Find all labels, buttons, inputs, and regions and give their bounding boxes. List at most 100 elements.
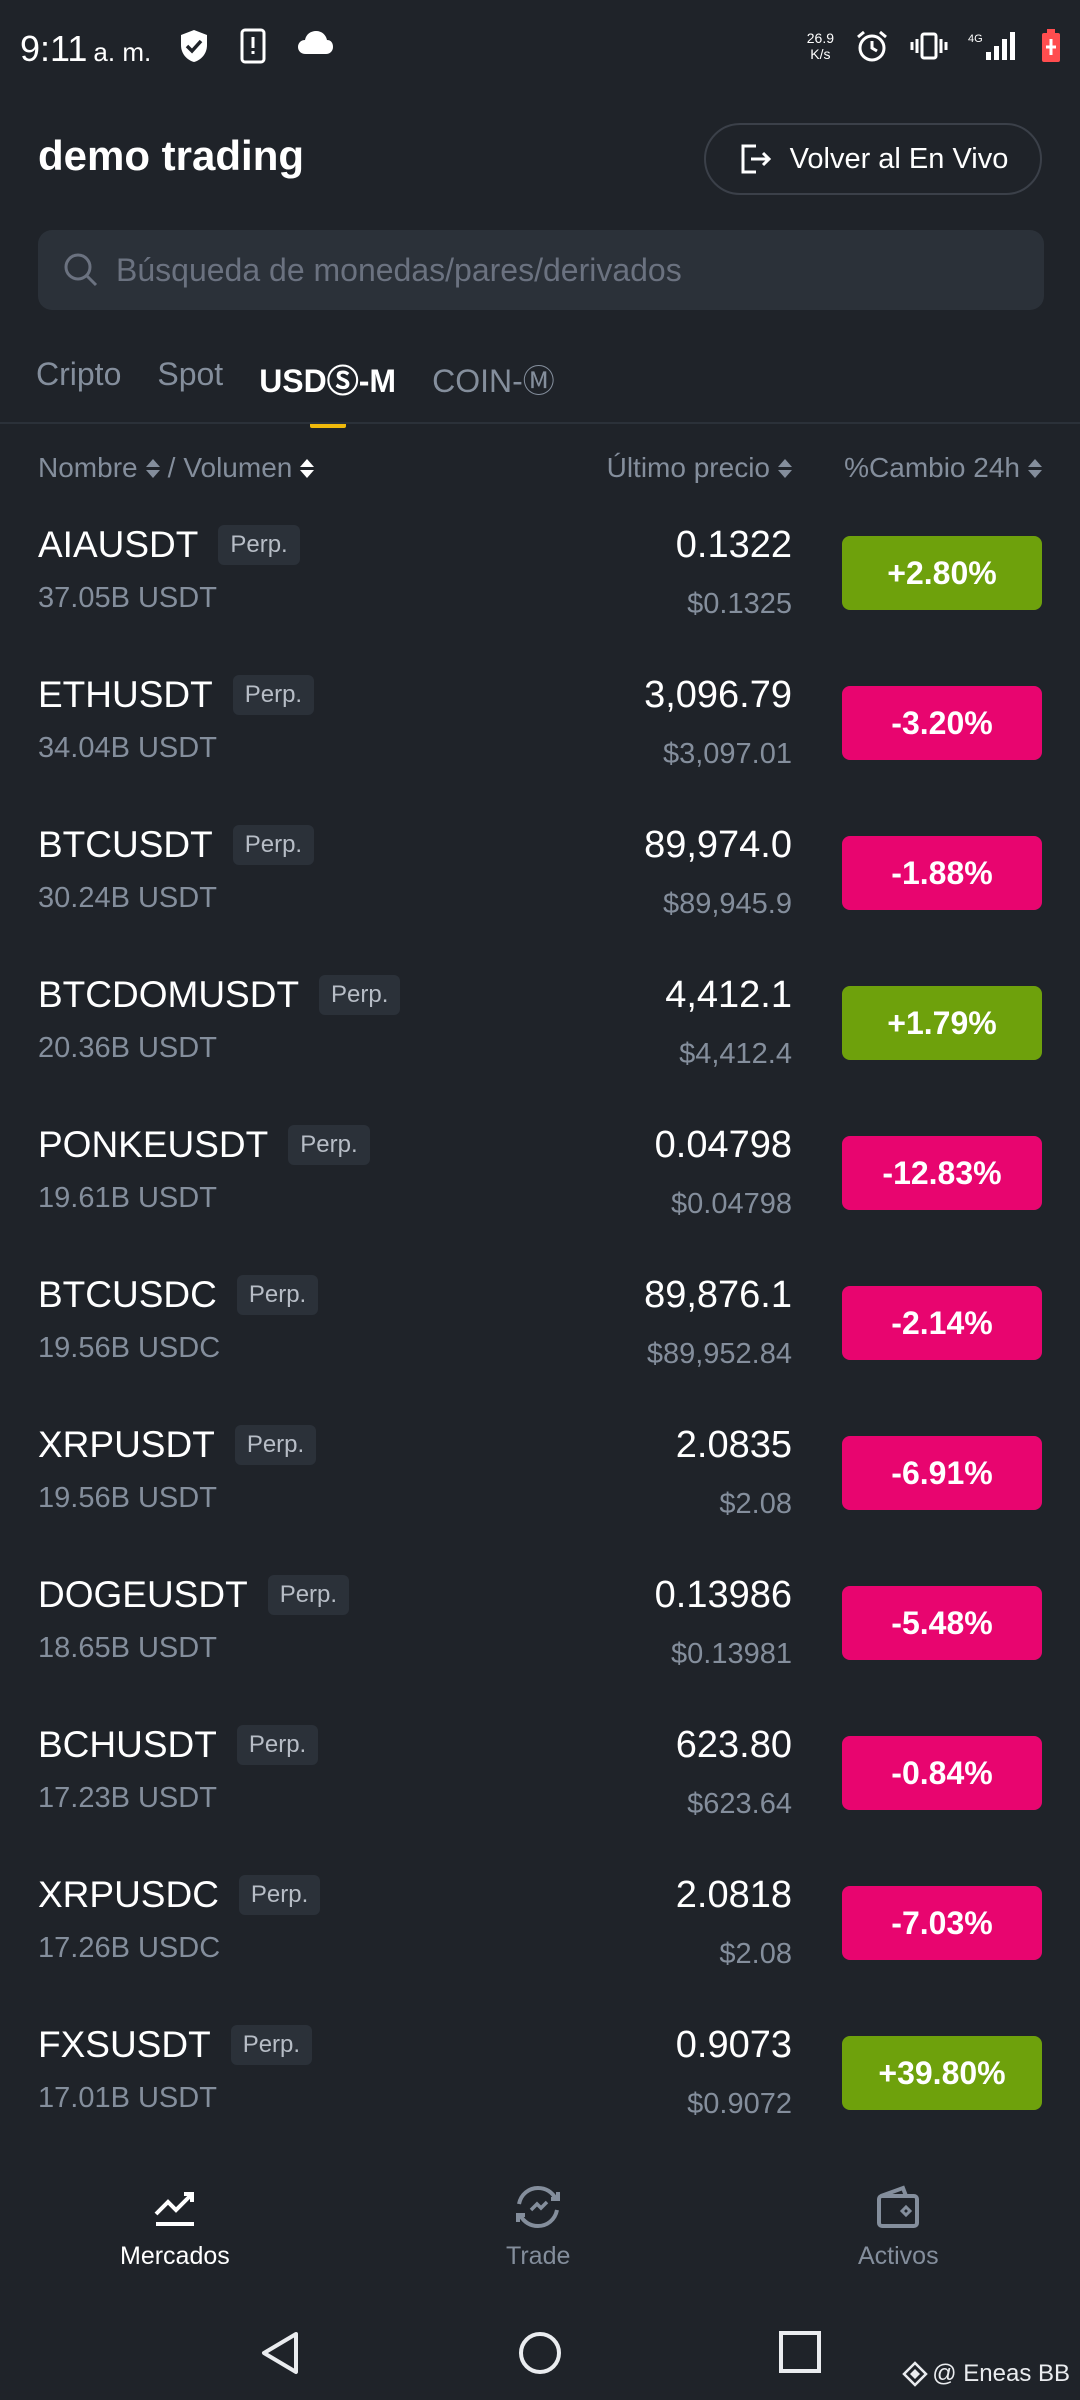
back-to-live-button[interactable]: Volver al En Vivo: [704, 123, 1042, 195]
nav-activos[interactable]: Activos: [858, 2182, 939, 2271]
row-symbol: XRPUSDT: [38, 1424, 215, 1465]
watermark-text: @ Eneas BB: [932, 2360, 1070, 2387]
perp-badge: Perp.: [238, 1875, 321, 1915]
alarm-icon: [857, 30, 887, 62]
bottom-nav: Mercados Trade Activos: [0, 2160, 1080, 2290]
table-row[interactable]: BTCUSDT Perp. 30.24B USDT 89,974.0 $89,9…: [0, 810, 1080, 960]
status-bar: 9:11 a. m. 26.9 K/s 4G: [0, 0, 1080, 100]
sort-name-icon[interactable]: [145, 458, 160, 478]
change-badge[interactable]: -0.84%: [842, 1736, 1042, 1810]
search-icon: [64, 253, 98, 287]
status-time-value: 9:11: [20, 28, 88, 69]
row-fiat-price: $0.04798: [671, 1188, 792, 1220]
row-price: 89,876.1: [644, 1274, 792, 1316]
nav-mercados-label: Mercados: [120, 2242, 230, 2270]
symbol-line: FXSUSDT Perp.: [38, 2024, 313, 2066]
row-fiat-price: $0.1325: [687, 588, 792, 620]
symbol-line: XRPUSDC Perp.: [38, 1874, 321, 1916]
row-volume: 17.23B USDT: [38, 1782, 217, 1814]
search-input[interactable]: [114, 250, 1018, 290]
row-price: 0.04798: [654, 1124, 792, 1166]
recents-square-icon[interactable]: [778, 2330, 822, 2374]
table-row[interactable]: XRPUSDC Perp. 17.26B USDC 2.0818 $2.08 -…: [0, 1860, 1080, 2010]
row-fiat-price: $4,412.4: [679, 1038, 792, 1070]
network-speed-value: 26.9: [806, 30, 834, 46]
row-fiat-price: $623.64: [687, 1788, 792, 1820]
diamond-logo-icon: [902, 2361, 929, 2387]
row-volume: 18.65B USDT: [38, 1632, 217, 1664]
symbol-line: BTCUSDC Perp.: [38, 1274, 319, 1316]
back-triangle-icon[interactable]: [258, 2330, 302, 2376]
sort-change-icon[interactable]: [1028, 458, 1042, 478]
nav-mercados[interactable]: Mercados: [120, 2182, 230, 2271]
row-price: 0.1322: [675, 524, 792, 566]
change-badge[interactable]: -6.91%: [842, 1436, 1042, 1510]
exit-icon: [741, 144, 771, 174]
sort-volume-label[interactable]: Volumen: [183, 452, 293, 483]
name-volume-sort: Nombre / Volumen: [38, 452, 315, 484]
tab-usds-m[interactable]: USDⓈ-M: [259, 356, 396, 428]
change-badge[interactable]: +1.79%: [842, 986, 1042, 1060]
change-badge[interactable]: +2.80%: [842, 536, 1042, 610]
row-price: 0.9073: [675, 2024, 792, 2066]
table-row[interactable]: BTCUSDC Perp. 19.56B USDC 89,876.1 $89,9…: [0, 1260, 1080, 1410]
change-badge[interactable]: -5.48%: [842, 1586, 1042, 1660]
table-row[interactable]: PONKEUSDT Perp. 19.61B USDT 0.04798 $0.0…: [0, 1110, 1080, 1260]
tab-spot[interactable]: Spot: [157, 356, 224, 392]
home-circle-icon[interactable]: [517, 2330, 563, 2376]
market-list: AIAUSDT Perp. 37.05B USDT 0.1322 $0.1325…: [0, 510, 1080, 2160]
symbol-line: BTCDOMUSDT Perp.: [38, 974, 401, 1016]
nav-trade[interactable]: Trade: [506, 2182, 570, 2271]
phone-alert-icon: [240, 28, 266, 64]
symbol-line: DOGEUSDT Perp.: [38, 1574, 350, 1616]
search-bar[interactable]: [38, 230, 1044, 310]
change-badge[interactable]: +39.80%: [842, 2036, 1042, 2110]
row-volume: 17.01B USDT: [38, 2082, 217, 2114]
perp-badge: Perp.: [218, 525, 300, 565]
trade-swap-icon: [516, 2185, 561, 2229]
perp-badge: Perp.: [230, 2025, 313, 2065]
table-row[interactable]: FXSUSDT Perp. 17.01B USDT 0.9073 $0.9072…: [0, 2010, 1080, 2160]
table-row[interactable]: ETHUSDT Perp. 34.04B USDT 3,096.79 $3,09…: [0, 660, 1080, 810]
table-row[interactable]: BCHUSDT Perp. 17.23B USDT 623.80 $623.64…: [0, 1710, 1080, 1860]
change-badge[interactable]: -12.83%: [842, 1136, 1042, 1210]
back-to-live-label: Volver al En Vivo: [789, 142, 1009, 175]
last-price-sort[interactable]: Último precio: [607, 452, 792, 484]
watermark: @ Eneas BB: [902, 2360, 1070, 2388]
column-separator: /: [167, 452, 176, 483]
row-symbol: PONKEUSDT: [38, 1124, 269, 1165]
network-speed-unit: K/s: [810, 46, 831, 62]
nav-activos-label: Activos: [858, 2242, 939, 2270]
perp-badge: Perp.: [236, 1725, 319, 1765]
table-row[interactable]: BTCDOMUSDT Perp. 20.36B USDT 4,412.1 $4,…: [0, 960, 1080, 1110]
chart-line-icon: [154, 2192, 194, 2226]
sort-price-icon[interactable]: [778, 458, 792, 478]
sort-volume-icon[interactable]: [300, 458, 315, 478]
row-symbol: AIAUSDT: [38, 524, 199, 565]
row-volume: 34.04B USDT: [38, 732, 217, 764]
row-price: 623.80: [675, 1724, 792, 1766]
perp-badge: Perp.: [288, 1125, 370, 1165]
row-symbol: FXSUSDT: [38, 2024, 211, 2065]
nav-trade-label: Trade: [506, 2242, 571, 2270]
change-badge[interactable]: -7.03%: [842, 1886, 1042, 1960]
row-volume: 19.56B USDT: [38, 1482, 217, 1514]
row-fiat-price: $0.13981: [671, 1638, 792, 1670]
table-row[interactable]: XRPUSDT Perp. 19.56B USDT 2.0835 $2.08 -…: [0, 1410, 1080, 1560]
change-badge[interactable]: -2.14%: [842, 1286, 1042, 1360]
tab-coin-m[interactable]: COIN-Ⓜ: [432, 363, 555, 399]
sort-name-label[interactable]: Nombre: [38, 452, 138, 483]
table-row[interactable]: AIAUSDT Perp. 37.05B USDT 0.1322 $0.1325…: [0, 510, 1080, 660]
table-row[interactable]: DOGEUSDT Perp. 18.65B USDT 0.13986 $0.13…: [0, 1560, 1080, 1710]
row-price: 2.0818: [675, 1874, 792, 1916]
change-sort[interactable]: %Cambio 24h: [844, 452, 1042, 484]
sort-price-label[interactable]: Último precio: [606, 452, 770, 483]
row-symbol: BCHUSDT: [38, 1724, 217, 1765]
perp-badge: Perp.: [267, 1575, 350, 1615]
row-symbol: ETHUSDT: [38, 674, 213, 715]
change-badge[interactable]: -3.20%: [842, 686, 1042, 760]
sort-change-label[interactable]: %Cambio 24h: [844, 452, 1020, 483]
tab-cripto[interactable]: Cripto: [36, 356, 122, 392]
tabs-divider: [0, 422, 1080, 424]
change-badge[interactable]: -1.88%: [842, 836, 1042, 910]
